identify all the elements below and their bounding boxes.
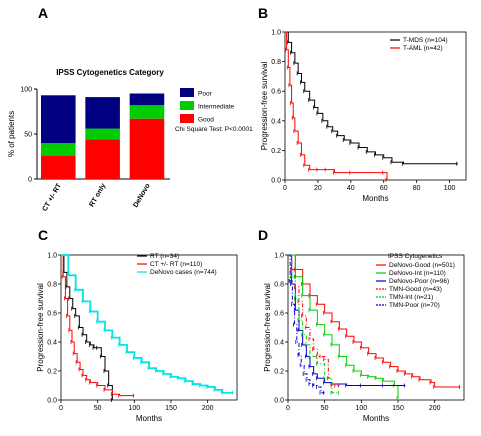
- legend-label-1: T-AML (n=42): [403, 45, 443, 52]
- y-tick-label-4: 0.8: [274, 282, 284, 289]
- bar-intermediate-2: [129, 105, 165, 119]
- y-axis-label: % of patients: [7, 111, 16, 157]
- y-tick-label-1: 0.2: [271, 148, 281, 155]
- x-tick-label-1: 20: [314, 185, 322, 192]
- x-axis-label: Months: [363, 414, 389, 423]
- y-tick-label-4: 0.8: [47, 282, 57, 289]
- panel-letter-a: A: [38, 5, 48, 21]
- x-category-label-2: DeNovo: [132, 183, 151, 209]
- series-line-0: [288, 254, 461, 388]
- legend-label-1: CT +/- RT (n=110): [150, 261, 202, 268]
- y-tick-label-5: 1.0: [47, 253, 57, 260]
- series-line-1: [285, 31, 388, 180]
- y-tick-label-1: 50: [24, 132, 32, 139]
- bar-poor-2: [129, 93, 165, 106]
- series-line-0: [285, 31, 458, 165]
- chi-square-annotation: Chi Square Test: P<0.0001: [175, 126, 253, 133]
- bar-intermediate-1: [85, 128, 120, 140]
- y-tick-label-0: 0: [28, 177, 32, 184]
- legend-label-0: T-MDS (n=104): [403, 37, 448, 44]
- legend-label-poor: Poor: [198, 91, 213, 98]
- y-tick-label-3: 0.6: [274, 311, 284, 318]
- x-tick-label-0: 0: [283, 185, 287, 192]
- y-tick-label-1: 0.2: [274, 369, 284, 376]
- x-category-label-0: CT +/- RT: [41, 182, 63, 213]
- legend-swatch-poor: [180, 88, 194, 97]
- y-tick-label-2: 100: [20, 87, 32, 94]
- y-tick-label-5: 1.0: [271, 30, 281, 37]
- legend-label-0: RT (n=34): [150, 253, 179, 260]
- x-tick-label-3: 60: [380, 185, 388, 192]
- legend-label-3: TMN-Good (n=43): [389, 286, 442, 293]
- series-line-3: [288, 254, 340, 386]
- legend-label-0: DeNovo-Good (n=501): [389, 262, 455, 269]
- legend-label-2: DeNovo cases (n=744): [150, 269, 217, 276]
- y-tick-label-2: 0.4: [274, 340, 284, 347]
- legend-label-intermediate: Intermediate: [198, 104, 235, 111]
- x-tick-label-4: 80: [413, 185, 421, 192]
- series-line-0: [61, 254, 113, 400]
- series-line-2: [288, 254, 406, 386]
- legend-title: IPSS Cytogenetics: [388, 253, 443, 260]
- x-tick-label-1: 50: [94, 405, 102, 412]
- panel-letter-d: D: [258, 227, 268, 243]
- plot-frame: [60, 254, 238, 401]
- y-tick-label-1: 0.2: [47, 369, 57, 376]
- panel-b-survival-chart: 0.0 0.2 0.4 0.6 0.8 1.0 0 20 40 60 80 100 Months Prog…: [260, 30, 467, 203]
- legend-label-5: TMN-Poor (n=70): [389, 302, 440, 309]
- x-tick-label-2: 100: [128, 405, 140, 412]
- legend-label-good: Good: [198, 117, 214, 124]
- bar-poor-0: [41, 95, 76, 143]
- legend-swatch-intermediate: [180, 101, 194, 110]
- panel-c-survival-chart: 0.0 0.2 0.4 0.6 0.8 1.0 0 50 100 150 200 Months Prog…: [36, 253, 238, 423]
- bar-good-1: [85, 139, 120, 179]
- x-axis-label: Months: [362, 194, 388, 203]
- x-tick-label-4: 200: [429, 405, 441, 412]
- x-tick-label-2: 40: [347, 185, 355, 192]
- y-tick-label-0: 0.0: [271, 178, 281, 185]
- x-tick-label-3: 150: [165, 405, 177, 412]
- x-axis-label: Months: [136, 414, 162, 423]
- series-line-1: [61, 254, 135, 397]
- panel-letter-b: B: [258, 5, 268, 21]
- x-tick-label-0: 0: [286, 405, 290, 412]
- legend-swatch-good: [180, 114, 194, 123]
- chart-title: IPSS Cytogenetics Category: [56, 68, 164, 77]
- y-tick-label-3: 0.6: [47, 311, 57, 318]
- y-tick-label-0: 0.0: [274, 398, 284, 405]
- y-axis-label: Progression-free survival: [263, 283, 272, 372]
- plot-frame: [287, 254, 465, 401]
- y-axis-label: Progression-free survival: [36, 283, 45, 372]
- bar-intermediate-0: [41, 143, 76, 156]
- bar-good-0: [41, 155, 76, 179]
- y-tick-label-4: 0.8: [271, 59, 281, 66]
- x-tick-label-3: 150: [392, 405, 404, 412]
- y-tick-label-0: 0.0: [47, 398, 57, 405]
- panel-letter-c: C: [38, 227, 48, 243]
- x-tick-label-4: 200: [202, 405, 214, 412]
- panel-a-bar-chart: IPSS Cytogenetics Category 0 50 100 % of pat…: [7, 68, 253, 213]
- y-tick-label-2: 0.4: [47, 340, 57, 347]
- legend-label-2: DeNovo-Poor (n=96): [389, 278, 449, 285]
- x-tick-label-1: 50: [321, 405, 329, 412]
- x-tick-label-5: 100: [444, 185, 456, 192]
- legend-label-4: TMN-Int (n=21): [389, 294, 433, 301]
- bar-poor-1: [85, 97, 120, 129]
- y-tick-label-5: 1.0: [274, 253, 284, 260]
- y-tick-label-3: 0.6: [271, 89, 281, 96]
- panel-d-survival-chart: 0.0 0.2 0.4 0.6 0.8 1.0 0 50 100 150 200 Months Prog…: [263, 253, 465, 423]
- y-axis-label: Progression-free survival: [260, 62, 269, 151]
- x-tick-label-0: 0: [59, 405, 63, 412]
- series-line-1: [288, 254, 399, 399]
- x-tick-label-2: 100: [355, 405, 367, 412]
- legend-label-1: DeNovo-Int (n=110): [389, 270, 446, 277]
- series-line-2: [61, 254, 234, 394]
- bar-good-2: [129, 118, 165, 179]
- y-tick-label-2: 0.4: [271, 118, 281, 125]
- plot-frame: [284, 31, 467, 181]
- x-category-label-1: RT only: [88, 182, 107, 208]
